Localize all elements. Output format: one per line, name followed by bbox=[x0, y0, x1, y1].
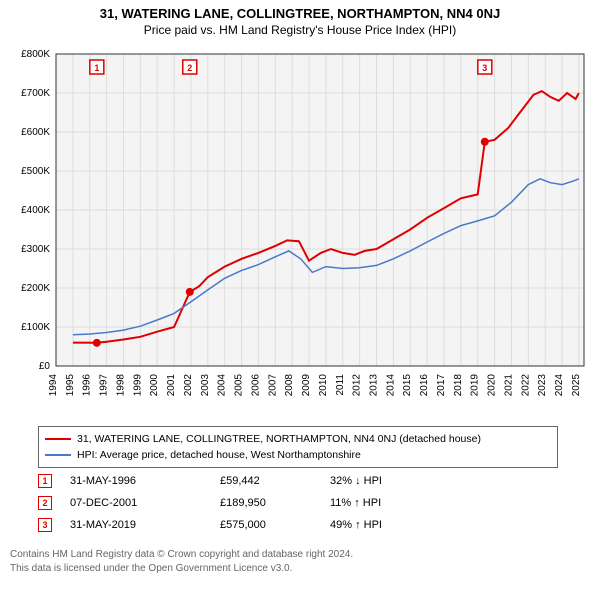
event-row: 1 31-MAY-1996 £59,442 32% ↓ HPI bbox=[38, 470, 558, 492]
svg-text:£600K: £600K bbox=[21, 127, 50, 138]
legend-swatch bbox=[45, 454, 71, 456]
event-diff: 32% ↓ HPI bbox=[330, 475, 450, 487]
svg-text:2009: 2009 bbox=[301, 374, 312, 397]
svg-text:1997: 1997 bbox=[99, 374, 110, 397]
svg-text:3: 3 bbox=[482, 63, 487, 73]
svg-text:2004: 2004 bbox=[217, 374, 228, 397]
event-date: 07-DEC-2001 bbox=[70, 497, 220, 509]
event-price: £189,950 bbox=[220, 497, 330, 509]
event-marker-icon: 3 bbox=[38, 518, 52, 532]
legend: 31, WATERING LANE, COLLINGTREE, NORTHAMP… bbox=[38, 426, 558, 468]
svg-text:1995: 1995 bbox=[65, 374, 76, 397]
legend-label: HPI: Average price, detached house, West… bbox=[77, 449, 361, 461]
svg-text:1996: 1996 bbox=[82, 374, 93, 397]
svg-text:2003: 2003 bbox=[200, 374, 211, 397]
event-row: 2 07-DEC-2001 £189,950 11% ↑ HPI bbox=[38, 492, 558, 514]
svg-text:2025: 2025 bbox=[571, 374, 582, 397]
legend-item-hpi: HPI: Average price, detached house, West… bbox=[45, 447, 551, 463]
svg-text:2023: 2023 bbox=[537, 374, 548, 397]
sale-events: 1 31-MAY-1996 £59,442 32% ↓ HPI 2 07-DEC… bbox=[38, 470, 558, 536]
svg-text:2002: 2002 bbox=[183, 374, 194, 397]
svg-text:2018: 2018 bbox=[453, 374, 464, 397]
svg-text:£700K: £700K bbox=[21, 88, 50, 99]
svg-text:2011: 2011 bbox=[335, 374, 346, 396]
svg-text:2013: 2013 bbox=[369, 374, 380, 397]
price-chart: £0 £100K £200K £300K £400K £500K £600K £700K £80… bbox=[10, 48, 590, 416]
svg-text:2008: 2008 bbox=[284, 374, 295, 397]
svg-text:£300K: £300K bbox=[21, 244, 50, 255]
svg-text:2010: 2010 bbox=[318, 374, 329, 397]
svg-text:2: 2 bbox=[187, 63, 192, 73]
svg-text:2007: 2007 bbox=[267, 374, 278, 397]
svg-text:2014: 2014 bbox=[385, 374, 396, 397]
svg-text:2016: 2016 bbox=[419, 374, 430, 397]
legend-label: 31, WATERING LANE, COLLINGTREE, NORTHAMP… bbox=[77, 433, 481, 445]
footer-attribution: Contains HM Land Registry data © Crown c… bbox=[10, 548, 590, 575]
svg-text:2024: 2024 bbox=[554, 374, 565, 397]
svg-text:£200K: £200K bbox=[21, 283, 50, 294]
svg-text:£100K: £100K bbox=[21, 322, 50, 333]
svg-text:2017: 2017 bbox=[436, 374, 447, 397]
svg-text:2022: 2022 bbox=[520, 374, 531, 397]
event-price: £59,442 bbox=[220, 475, 330, 487]
svg-text:2001: 2001 bbox=[166, 374, 177, 397]
event-date: 31-MAY-1996 bbox=[70, 475, 220, 487]
svg-text:£800K: £800K bbox=[21, 49, 50, 60]
svg-text:2019: 2019 bbox=[470, 374, 481, 397]
page-subtitle: Price paid vs. HM Land Registry's House … bbox=[0, 23, 600, 37]
event-marker-icon: 1 bbox=[38, 474, 52, 488]
svg-text:1994: 1994 bbox=[48, 374, 59, 397]
page-title: 31, WATERING LANE, COLLINGTREE, NORTHAMP… bbox=[0, 6, 600, 21]
svg-text:2000: 2000 bbox=[149, 374, 160, 397]
svg-text:£0: £0 bbox=[39, 361, 51, 372]
svg-text:2021: 2021 bbox=[503, 374, 514, 397]
event-marker-icon: 2 bbox=[38, 496, 52, 510]
event-row: 3 31-MAY-2019 £575,000 49% ↑ HPI bbox=[38, 514, 558, 536]
svg-text:2012: 2012 bbox=[352, 374, 363, 397]
footer-line: This data is licensed under the Open Gov… bbox=[10, 562, 590, 576]
event-diff: 11% ↑ HPI bbox=[330, 497, 450, 509]
svg-text:£500K: £500K bbox=[21, 166, 50, 177]
event-diff: 49% ↑ HPI bbox=[330, 519, 450, 531]
legend-item-property: 31, WATERING LANE, COLLINGTREE, NORTHAMP… bbox=[45, 431, 551, 447]
legend-swatch bbox=[45, 438, 71, 440]
event-date: 31-MAY-2019 bbox=[70, 519, 220, 531]
event-price: £575,000 bbox=[220, 519, 330, 531]
svg-text:1999: 1999 bbox=[132, 374, 143, 397]
footer-line: Contains HM Land Registry data © Crown c… bbox=[10, 548, 590, 562]
svg-text:£400K: £400K bbox=[21, 205, 50, 216]
svg-text:2006: 2006 bbox=[250, 374, 261, 397]
svg-text:1: 1 bbox=[94, 63, 99, 73]
svg-text:2015: 2015 bbox=[402, 374, 413, 397]
svg-text:2005: 2005 bbox=[234, 374, 245, 397]
svg-text:2020: 2020 bbox=[487, 374, 498, 397]
svg-text:1998: 1998 bbox=[115, 374, 126, 397]
